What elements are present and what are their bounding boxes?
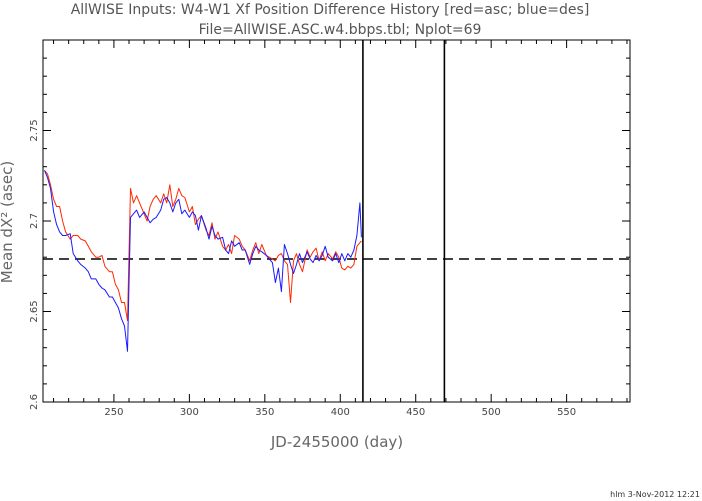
y-tick-label: 2.75 [29,119,40,141]
y-axis-ticks: 2.6 2.65 2.7 2.75 [29,57,630,410]
y-tick-label: 2.7 [29,213,40,229]
series-group [44,169,362,352]
x-tick-label: 450 [406,407,425,418]
series-line-asc [44,169,362,322]
reference-lines [43,40,630,402]
x-tick-label: 500 [482,407,501,418]
x-tick-label: 300 [180,407,199,418]
x-tick-label: 400 [331,407,350,418]
plot-frame [42,39,631,403]
x-axis-ticks: 250 300 350 400 450 500 550 [53,40,628,418]
x-tick-label: 550 [557,407,576,418]
chart-title: AllWISE Inputs: W4-W1 Xf Position Differ… [71,2,590,18]
y-tick-label: 2.6 [29,394,40,410]
footer-stamp: hlm 3-Nov-2012 12:21 [610,490,700,499]
y-axis-label: Mean dX² (asec) [0,161,16,283]
x-axis-label: JD-2455000 (day) [270,433,403,451]
x-tick-label: 250 [104,407,123,418]
chart-subtitle: File=AllWISE.ASC.w4.bbps.tbl; Nplot=69 [199,22,482,38]
series-line-des [44,170,362,352]
x-tick-label: 350 [255,407,274,418]
y-tick-label: 2.65 [29,300,40,322]
